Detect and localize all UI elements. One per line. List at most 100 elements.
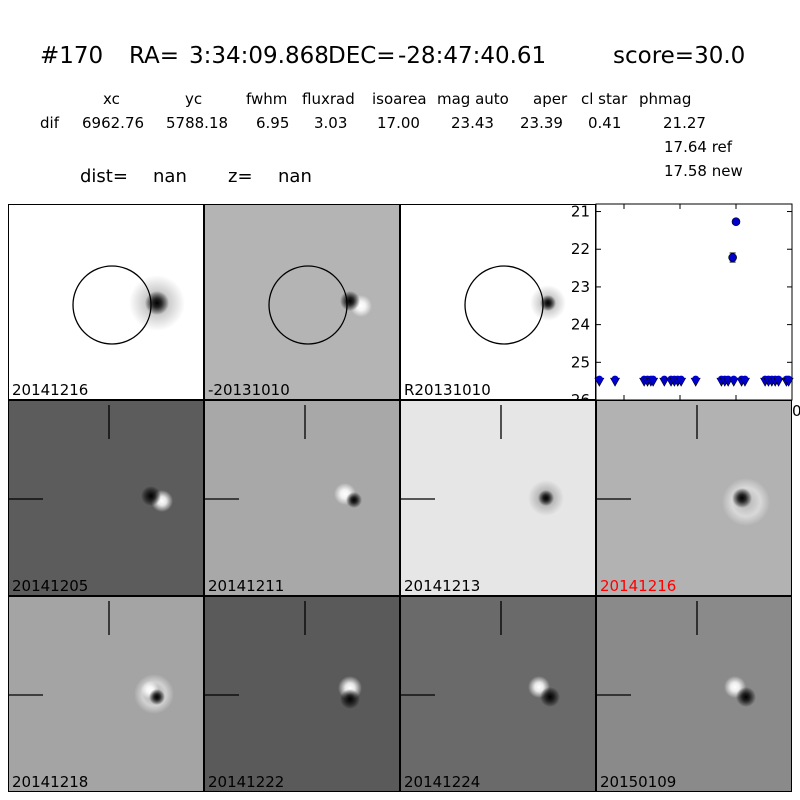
dec-value: -28:47:40.61 (398, 43, 547, 69)
col-cl-star: cl star (581, 90, 628, 108)
y-tick-label: 22 (571, 240, 590, 258)
upper-limit-dot (741, 375, 749, 383)
dist-label: dist= (80, 166, 128, 187)
col-mag-auto: mag auto (437, 90, 509, 108)
diff-label: 20141218 (12, 773, 89, 791)
ra-value: 3:34:09.868 (189, 43, 329, 69)
diff-label: 20141216 (600, 577, 677, 595)
stamp-background (205, 597, 399, 791)
aperture-circle (268, 265, 348, 345)
stamp-label: R20131010 (404, 381, 491, 399)
diff-label: 20150109 (600, 773, 677, 791)
z-value: nan (278, 166, 312, 187)
diff-image (205, 597, 399, 791)
col-phmag: phmag (639, 90, 692, 108)
light-curve-chart: 21222324252610050050 (571, 203, 800, 420)
dipole-negative (736, 687, 756, 707)
diff-image (401, 401, 595, 595)
stamp-diff: -20131010 (204, 204, 400, 400)
stamp-background (205, 401, 399, 595)
stamp-image (9, 205, 203, 399)
stamp-ref: R20131010 (400, 204, 596, 400)
plot-frame (595, 203, 793, 401)
y-tick-label: 25 (571, 353, 590, 371)
diff-stamp-20141205: 20141205 (8, 400, 204, 596)
diff-stamp-20150109: 20150109 (596, 596, 792, 792)
val-xc: 6962.76 (82, 114, 145, 132)
new-mag: 17.58 new (664, 162, 743, 180)
col-yc: yc (185, 90, 203, 108)
diff-image (401, 597, 595, 791)
upper-limit-dot (649, 375, 657, 383)
diff-stamp-20141222: 20141222 (204, 596, 400, 792)
dec-label: DEC= (328, 43, 396, 69)
upper-limit-dot (775, 375, 783, 383)
upper-limit-dot (660, 375, 668, 383)
upper-limit-dot (785, 375, 793, 383)
diff-stamp-20141216: 20141216 (596, 400, 792, 596)
source-core (540, 295, 556, 311)
val-mag-auto: 23.43 (451, 114, 494, 132)
col-xc: xc (103, 90, 120, 108)
dist-value: nan (153, 166, 187, 187)
y-tick-label: 21 (571, 203, 590, 221)
diff-stamp-20141213: 20141213 (400, 400, 596, 596)
upper-limit-dot (611, 375, 619, 383)
upper-limit-dot (724, 375, 732, 383)
ra-label: RA= (129, 43, 180, 69)
detection-point (731, 217, 741, 227)
dipole-negative (540, 687, 560, 707)
diff-label: 20141224 (404, 773, 481, 791)
upper-limit-dot (692, 375, 700, 383)
diff-stamp-20141211: 20141211 (204, 400, 400, 596)
stamp-label: 20141216 (12, 381, 89, 399)
diff-label: 20141211 (208, 577, 285, 595)
val-phmag: 21.27 (663, 114, 706, 132)
diff-stamp-20141218: 20141218 (8, 596, 204, 792)
stamp-image (401, 205, 595, 399)
detection-point (728, 253, 737, 262)
diff-label: 20141222 (208, 773, 285, 791)
dipole-negative (340, 689, 360, 709)
stamp-background (401, 597, 595, 791)
diff-label: 20141213 (404, 577, 481, 595)
row-label: dif (40, 114, 59, 132)
stamp-background (597, 597, 791, 791)
stamp-image (205, 205, 399, 399)
diff-image (597, 401, 791, 595)
aperture-circle (72, 265, 152, 345)
val-aper: 23.39 (520, 114, 563, 132)
y-tick-label: 23 (571, 278, 590, 296)
col-aper: aper (533, 90, 568, 108)
source-core (732, 488, 752, 508)
ref-mag: 17.64 ref (664, 138, 733, 156)
dipole-negative (149, 689, 165, 705)
score: score=30.0 (613, 43, 746, 69)
dipole-negative (141, 486, 161, 506)
stamp-label: -20131010 (208, 381, 290, 399)
val-isoarea: 17.00 (377, 114, 420, 132)
source-core (538, 490, 554, 506)
val-fluxrad: 3.03 (314, 114, 348, 132)
diff-image (205, 401, 399, 595)
val-yc: 5788.18 (166, 114, 229, 132)
source-core (145, 291, 169, 315)
val-fwhm: 6.95 (256, 114, 290, 132)
diff-image (9, 401, 203, 595)
diff-label: 20141205 (12, 577, 89, 595)
col-isoarea: isoarea (372, 90, 427, 108)
dipole-negative (346, 492, 362, 508)
col-fwhm: fwhm (246, 90, 288, 108)
z-label: z= (228, 166, 253, 187)
y-tick-label: 24 (571, 316, 590, 334)
candidate-id: #170 (40, 43, 104, 69)
upper-limit-dot (730, 375, 738, 383)
dipole-negative (340, 291, 360, 311)
stamp-new: 20141216 (8, 204, 204, 400)
val-cl-star: 0.41 (588, 114, 622, 132)
col-fluxrad: fluxrad (302, 90, 355, 108)
diff-stamp-20141224: 20141224 (400, 596, 596, 792)
diff-image (9, 597, 203, 791)
upper-limit-dot (595, 375, 603, 383)
upper-limit-dot (677, 375, 685, 383)
